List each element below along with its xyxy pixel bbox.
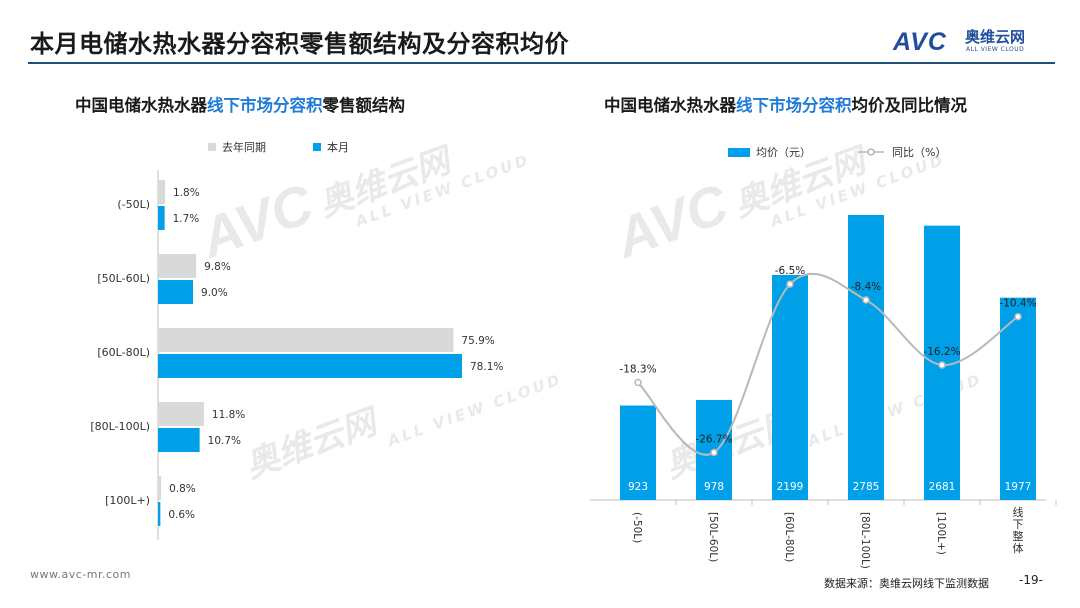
category-label: [80L-100L) xyxy=(90,420,150,433)
title-divider xyxy=(28,62,1055,64)
bar-current xyxy=(158,428,200,452)
legend-swatch-1 xyxy=(313,143,321,151)
page-number: -19- xyxy=(1019,573,1043,587)
left-chart-title: 中国电储水热水器线下市场分容积零售额结构 xyxy=(75,96,405,115)
bar-previous xyxy=(158,402,204,426)
data-label-current: 78.1% xyxy=(470,361,503,373)
yoy-point xyxy=(710,448,718,457)
logo-english: ALL VIEW CLOUD xyxy=(966,46,1025,53)
bar-value-label: 1977 xyxy=(1005,481,1032,493)
yoy-point xyxy=(786,280,794,288)
legend-label-yoy: 同比（%） xyxy=(892,146,946,159)
yoy-label: -18.3% xyxy=(619,364,656,376)
bar-value-label: 923 xyxy=(628,481,648,493)
data-label-current: 0.6% xyxy=(168,509,195,521)
data-label-previous: 1.8% xyxy=(173,187,200,199)
x-category-label: [60L-80L) xyxy=(783,512,795,562)
data-label-current: 1.7% xyxy=(173,213,200,225)
x-category-label: [80L-100L) xyxy=(859,512,871,569)
data-label-previous: 75.9% xyxy=(461,335,494,347)
legend-swatch-price xyxy=(728,148,750,157)
category-label: [60L-80L) xyxy=(97,346,150,359)
price-yoy-chart: 均价（元） 同比（%） 923 (-50L) 978 [50L-60L) 2199 [60L-… xyxy=(590,146,1057,569)
bar-price xyxy=(848,215,884,500)
category-label: [100L+) xyxy=(105,494,150,507)
legend-swatch-0 xyxy=(208,143,216,151)
category-label: (-50L) xyxy=(117,198,150,211)
x-category-label: (-50L) xyxy=(631,512,643,543)
yoy-label: -6.5% xyxy=(775,265,805,277)
data-label-previous: 11.8% xyxy=(212,409,245,421)
logo-chinese: 奥维云网 xyxy=(965,28,1026,46)
page-title: 本月电储水热水器分容积零售额结构及分容积均价 xyxy=(30,30,569,58)
bar-value-label: 2199 xyxy=(777,481,804,493)
bar-price xyxy=(1000,297,1036,500)
bar-value-label: 2681 xyxy=(929,481,956,493)
yoy-point xyxy=(1014,312,1022,321)
yoy-point xyxy=(634,378,642,387)
yoy-point xyxy=(862,296,870,304)
bar-previous xyxy=(158,476,162,500)
x-category-label: [100L+) xyxy=(935,512,947,555)
logo-mark: AVC xyxy=(893,28,947,56)
legend-label-1: 本月 xyxy=(327,140,349,154)
yoy-label: -8.4% xyxy=(851,281,881,293)
bar-price xyxy=(620,405,656,500)
yoy-label: -26.7% xyxy=(695,434,732,446)
x-category-label: 线下整体 xyxy=(1013,505,1024,555)
data-label-previous: 9.8% xyxy=(204,261,231,273)
data-source: 数据来源：奥维云网线下监测数据 xyxy=(824,577,989,590)
yoy-line xyxy=(637,272,1019,456)
bar-current xyxy=(158,206,165,230)
bar-previous xyxy=(158,254,197,278)
bar-current xyxy=(158,354,462,378)
legend-label-price: 均价（元） xyxy=(756,146,811,159)
bar-previous xyxy=(158,180,166,204)
bar-value-label: 2785 xyxy=(853,481,880,493)
x-category-label: [50L-60L) xyxy=(707,512,719,562)
footer-url: www.avc-mr.com xyxy=(30,568,131,581)
bar-price xyxy=(772,274,808,500)
volume-structure-chart: 去年同期 本月 (-50L) 1.8% 1.7% [50L-60L) 9.8% 9.0% [60… xyxy=(90,140,503,540)
legend-marker-yoy xyxy=(867,148,875,156)
category-label: [50L-60L) xyxy=(97,272,150,285)
right-chart-title: 中国电储水热水器线下市场分容积均价及同比情况 xyxy=(604,96,967,115)
yoy-label: -16.2% xyxy=(923,346,960,358)
data-label-previous: 0.8% xyxy=(169,483,196,495)
legend-label-0: 去年同期 xyxy=(222,140,266,154)
bar-current xyxy=(158,280,194,304)
yoy-point xyxy=(938,361,946,369)
bar-value-label: 978 xyxy=(704,481,724,493)
data-label-current: 9.0% xyxy=(201,287,228,299)
data-label-current: 10.7% xyxy=(208,435,241,447)
bar-current xyxy=(158,502,161,526)
yoy-label: -10.4% xyxy=(999,298,1036,310)
bar-previous xyxy=(158,328,454,352)
avc-logo: AVC 奥维云网 ALL VIEW CLOUD xyxy=(893,26,1053,56)
